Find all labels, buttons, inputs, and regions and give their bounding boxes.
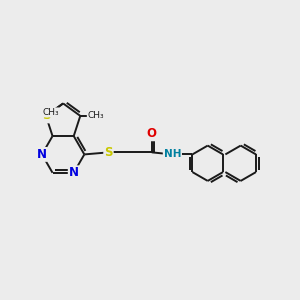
Text: CH₃: CH₃ [42,108,59,117]
Text: O: O [147,127,157,140]
Text: N: N [37,148,47,161]
Text: S: S [42,110,50,122]
Text: NH: NH [164,149,181,159]
Text: N: N [69,166,79,179]
Text: CH₃: CH₃ [87,111,104,120]
Text: S: S [104,146,113,159]
